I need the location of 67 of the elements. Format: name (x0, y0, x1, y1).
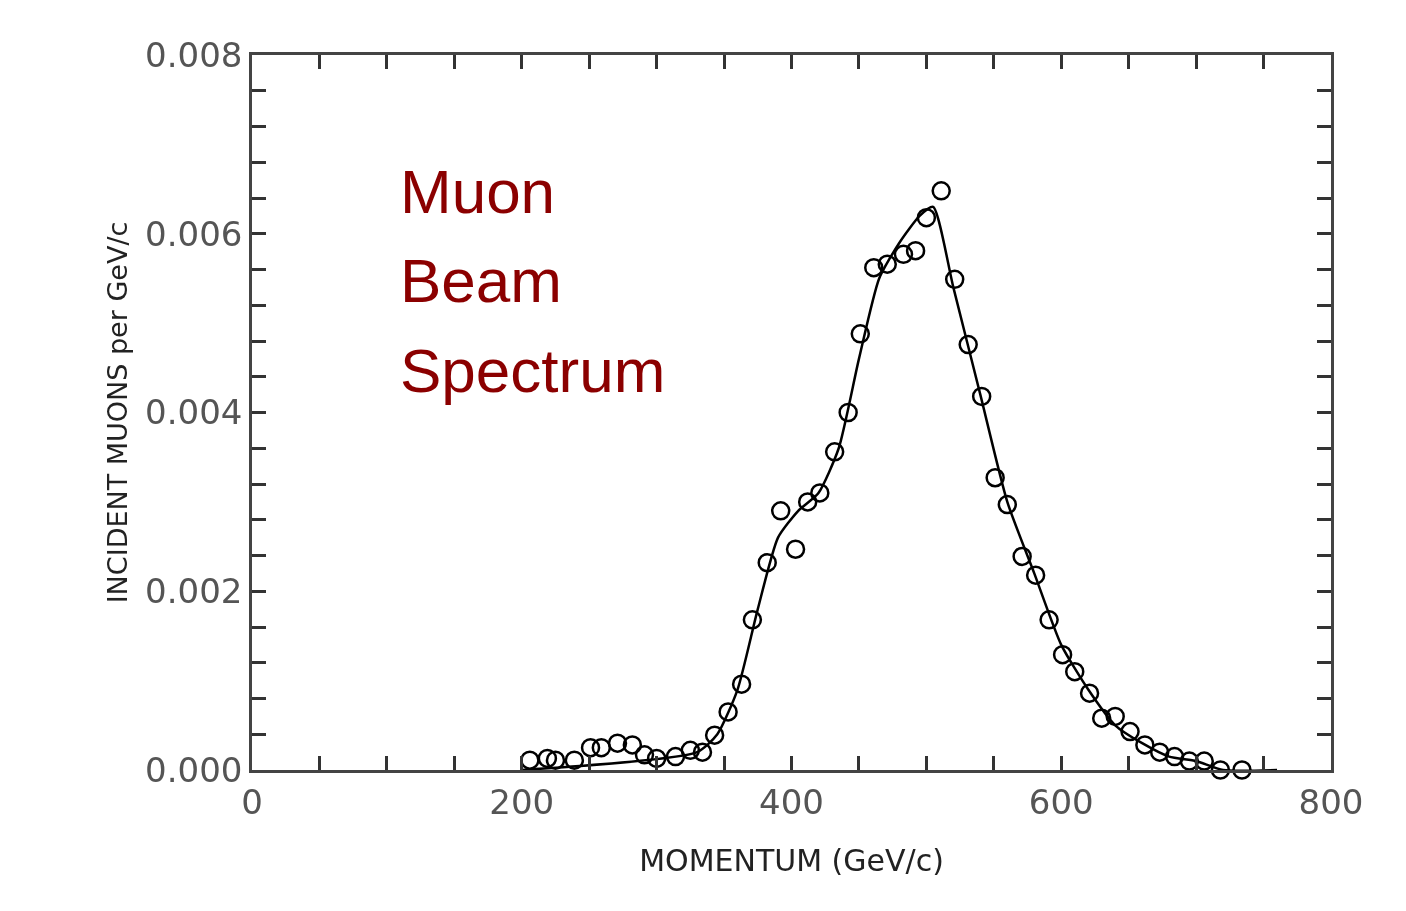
point (971, 386, 992, 407)
x-tick-label: 600 (1028, 781, 1094, 822)
y-tick-label: 0.008 (145, 34, 243, 75)
point (1135, 735, 1155, 755)
x-tick-label: 200 (489, 781, 555, 822)
point (905, 240, 926, 261)
point (580, 737, 601, 758)
y-axis-title: INCIDENT MUONS per GeV/c (102, 221, 134, 604)
point (1065, 661, 1085, 682)
y-tick-label: 0.006 (145, 213, 243, 254)
point (665, 746, 686, 767)
x-tick-label: 0 (241, 781, 263, 822)
point (718, 702, 738, 722)
point (770, 501, 791, 521)
y-tick-label: 0.004 (145, 392, 243, 433)
point (1025, 565, 1046, 585)
point (537, 748, 558, 769)
point (704, 725, 725, 745)
point (944, 269, 965, 290)
point (634, 745, 655, 765)
point (1232, 760, 1252, 780)
annotation: Beam (400, 246, 562, 315)
point (1149, 742, 1170, 762)
point (1105, 706, 1125, 727)
x-axis-title: MOMENTUM (GeV/c) (639, 843, 944, 879)
point (1012, 546, 1032, 567)
point (680, 740, 701, 761)
point (757, 552, 777, 573)
point (785, 539, 806, 559)
point (646, 748, 667, 769)
point (1194, 751, 1214, 771)
point (1164, 746, 1185, 767)
point (1120, 721, 1140, 742)
point (824, 442, 845, 462)
point (591, 737, 612, 758)
point (564, 750, 585, 770)
x-tick-label: 400 (759, 781, 824, 822)
point (622, 735, 643, 755)
point (850, 324, 871, 344)
annotation: Spectrum (400, 336, 666, 405)
point (864, 257, 884, 278)
point (893, 244, 914, 265)
x-tick-label: 800 (1298, 781, 1364, 822)
point (607, 733, 628, 753)
point (731, 674, 752, 694)
point (916, 207, 937, 228)
point (692, 742, 713, 762)
point (797, 492, 818, 512)
point (810, 483, 830, 503)
annotation: Muon (400, 157, 556, 226)
point (520, 750, 540, 770)
point (1052, 644, 1073, 665)
y-tick-label: 0.000 (145, 749, 243, 790)
point (838, 402, 858, 423)
y-tick-label: 0.002 (145, 571, 243, 612)
point (958, 334, 978, 355)
point (985, 467, 1005, 488)
point (997, 494, 1018, 515)
point (1039, 610, 1059, 630)
point (1179, 751, 1200, 771)
point (1079, 683, 1100, 703)
point (1210, 760, 1231, 780)
point (877, 254, 898, 274)
point (742, 610, 763, 630)
point (545, 750, 566, 770)
point (931, 181, 951, 201)
point (1091, 708, 1112, 728)
